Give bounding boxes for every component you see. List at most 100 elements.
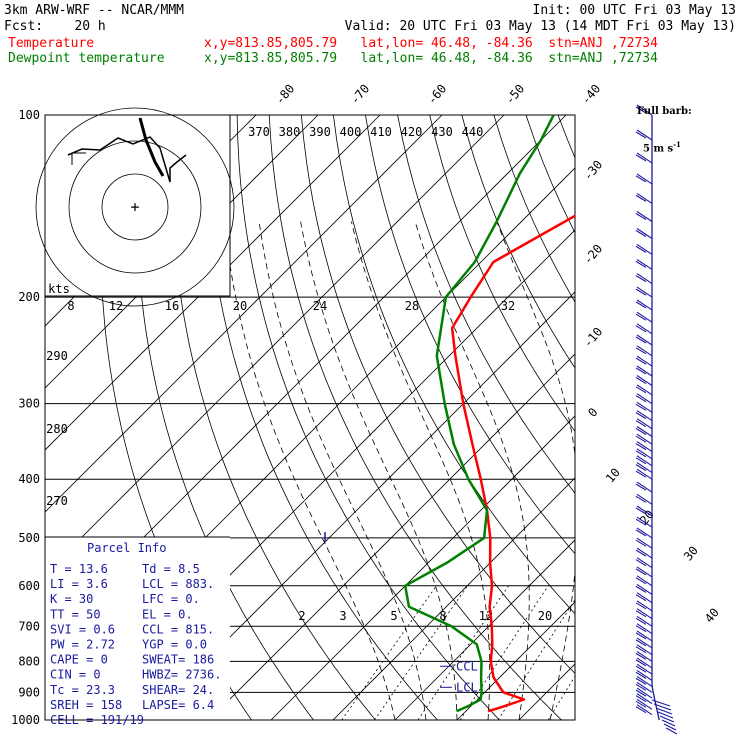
isotherm-label: 30	[681, 543, 701, 563]
lcl-marker-label: LCL	[456, 680, 478, 694]
hodograph-units-label: kts	[48, 282, 70, 296]
isotherm-line	[394, 539, 575, 720]
model-title: 3km ARW-WRF -- NCAR/MMM	[4, 3, 185, 18]
wind-barb	[635, 547, 653, 559]
hodograph-speed-label: 32	[501, 299, 515, 313]
wind-barb	[635, 384, 653, 396]
parcel-info-left-value: K = 30	[50, 592, 93, 606]
wind-barb	[635, 355, 653, 367]
barb-legend-title: Full barb:	[637, 106, 692, 117]
mixing-ratio-line	[341, 585, 437, 720]
wind-barb	[635, 516, 653, 528]
parcel-info-left-value: Tc = 23.3	[50, 683, 115, 697]
dry-adiabat-line	[590, 115, 740, 720]
storm-motion-arrow	[138, 117, 165, 177]
dewpoint-line	[403, 115, 555, 713]
wind-barb	[635, 365, 653, 377]
wind-barb	[635, 687, 653, 699]
dry-adiabat-line	[429, 115, 575, 432]
wind-barb	[651, 699, 671, 707]
isotherm-line	[332, 477, 575, 720]
isotherm-line	[208, 353, 575, 720]
dry-adiabat-line	[397, 115, 575, 494]
moist-adiabat-line	[351, 221, 491, 720]
hodograph-background	[45, 115, 230, 296]
pressure-tick-label: 1000	[11, 713, 40, 727]
pressure-tick-label: 200	[18, 290, 40, 304]
wind-barb	[635, 375, 653, 386]
mixing-ratio-label: 8	[439, 609, 446, 623]
wind-barb	[635, 675, 653, 687]
wind-barb	[635, 693, 653, 705]
moist-adiabat-line	[414, 221, 530, 720]
moist-adiabat-line	[496, 221, 575, 720]
dry-adiabat-line	[557, 115, 575, 159]
wind-barb-staff	[651, 115, 660, 721]
plot-frame	[44, 114, 576, 721]
wind-barb	[635, 410, 653, 422]
hodograph-ring	[101, 173, 169, 241]
hodograph-speed-label: 16	[165, 299, 179, 313]
wind-barb	[635, 455, 653, 467]
wind-barb	[635, 228, 653, 239]
wind-barb	[635, 527, 653, 539]
wind-barb	[665, 727, 678, 735]
wind-barb	[635, 493, 653, 505]
pressure-tick-label: 900	[18, 685, 40, 699]
wind-barb	[635, 334, 653, 346]
parcel-info-right-value: Td = 8.5	[142, 562, 200, 576]
wind-barb	[635, 273, 653, 285]
isotherm-line	[456, 601, 575, 720]
wind-barb	[635, 468, 653, 480]
wind-barb	[635, 426, 653, 437]
parcel-info-left-value: CELL = 191/19	[50, 713, 144, 727]
valid-time: Valid: 20 UTC Fri 03 May 13 (14 MDT Fri …	[344, 19, 736, 34]
wind-barb	[635, 173, 653, 185]
parcel-info-right-value: YGP = 0.0	[142, 638, 207, 652]
moist-adiabat-line	[224, 221, 396, 720]
wind-barb	[663, 723, 677, 731]
wind-barb	[635, 311, 653, 323]
barb-legend-units: 5 m s-1	[637, 139, 692, 154]
dry-adiabat-line	[622, 115, 740, 720]
mixing-ratio-label: 3	[339, 609, 346, 623]
wind-barb	[635, 657, 653, 669]
parcel-info-right-value: EL = 0.	[142, 607, 193, 621]
isotherm-label: -20	[581, 242, 606, 268]
wind-barb	[659, 715, 675, 723]
parcel-info-right-value: LAPSE= 6.4	[142, 698, 214, 712]
dry-adiabat-line	[493, 115, 575, 303]
dewpoint-location: x,y=813.85,805.79 lat,lon= 46.48, -84.36…	[204, 51, 658, 66]
pressure-tick-label: 300	[18, 397, 40, 411]
mixing-ratio-label: 2	[298, 609, 305, 623]
wind-barb	[635, 393, 653, 405]
dry-adiabat-line	[719, 115, 740, 720]
wind-barb	[635, 104, 653, 116]
hodograph-tick	[71, 152, 86, 165]
wind-barb	[635, 630, 653, 642]
wind-barb	[653, 703, 672, 711]
adiabat-label: 370	[248, 125, 270, 139]
wind-barb	[635, 345, 653, 357]
dry-adiabat-line	[236, 115, 500, 720]
hodograph-frame	[44, 114, 231, 297]
parcel-info-right-value: HWBZ= 2736.	[142, 668, 221, 682]
mixing-ratio-label: 5	[390, 609, 397, 623]
parcel-info-title: Parcel Info	[87, 541, 166, 555]
mixing-ratio-line	[417, 585, 509, 720]
wind-barb	[635, 644, 653, 656]
wind-barb	[635, 152, 653, 164]
wind-barb	[635, 663, 653, 675]
wind-barb	[635, 299, 653, 311]
isotherm-line	[146, 291, 575, 720]
barb-legend-exponent: -1	[673, 140, 681, 149]
temperature-legend: Temperature	[8, 36, 95, 51]
wind-barb	[635, 243, 653, 255]
pressure-tick-label: 800	[18, 654, 40, 668]
wind-barb	[661, 719, 676, 727]
pressure-tick-label: 600	[18, 579, 40, 593]
dry-adiabat-line	[461, 115, 575, 369]
dry-adiabat-line	[365, 115, 575, 555]
wind-barb	[635, 441, 653, 453]
